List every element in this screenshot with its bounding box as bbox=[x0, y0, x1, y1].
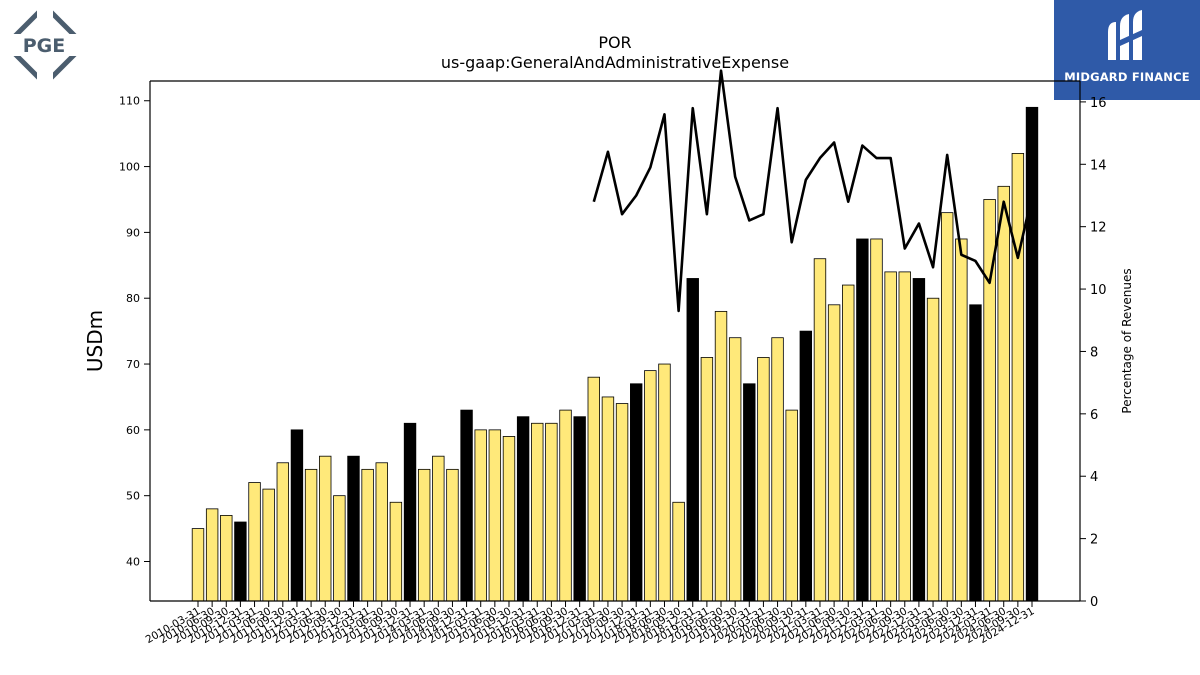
y2-tick-label: 2 bbox=[1090, 533, 1098, 548]
bar bbox=[898, 271, 911, 602]
bar bbox=[460, 409, 473, 602]
bar bbox=[658, 363, 671, 602]
bar bbox=[714, 310, 728, 602]
bar bbox=[446, 468, 459, 602]
bar bbox=[813, 258, 827, 602]
bar bbox=[545, 422, 558, 602]
bar bbox=[842, 284, 855, 602]
midgard-m-icon bbox=[1108, 10, 1142, 60]
y2-tick-label: 4 bbox=[1090, 470, 1098, 485]
bar bbox=[757, 357, 770, 602]
bars bbox=[191, 106, 1039, 602]
y-tick-label: 40 bbox=[126, 556, 140, 569]
bar bbox=[799, 330, 813, 602]
midgard-finance-logo: MIDGARD FINANCE bbox=[1054, 0, 1200, 100]
bar bbox=[856, 238, 869, 602]
bar bbox=[630, 383, 643, 602]
chart-texts: PORus-gaap:GeneralAndAdministrativeExpen… bbox=[83, 33, 1134, 414]
bar bbox=[375, 462, 388, 602]
y2-tick-label: 14 bbox=[1090, 158, 1107, 173]
pge-logo-diamond bbox=[4, 4, 86, 86]
y2-tick-label: 12 bbox=[1090, 221, 1107, 236]
y2-axis-label: Percentage of Revenues bbox=[1120, 268, 1134, 413]
bar bbox=[969, 304, 982, 602]
y2-tick-label: 8 bbox=[1090, 345, 1098, 360]
y-tick-label: 110 bbox=[119, 95, 140, 108]
y-tick-label: 70 bbox=[126, 358, 140, 371]
bar bbox=[474, 429, 487, 602]
bar bbox=[686, 278, 699, 602]
y2-tick-label: 0 bbox=[1090, 595, 1098, 610]
bar bbox=[403, 422, 417, 602]
bar bbox=[785, 409, 798, 602]
y-tick-label: 100 bbox=[119, 161, 140, 174]
series-line bbox=[592, 69, 1034, 313]
bar bbox=[333, 495, 346, 602]
bar bbox=[940, 212, 954, 602]
bar bbox=[743, 383, 756, 602]
bar bbox=[262, 488, 275, 602]
bar bbox=[573, 416, 586, 602]
bar bbox=[361, 468, 374, 602]
bar bbox=[290, 429, 304, 602]
bar bbox=[884, 271, 897, 602]
bar bbox=[672, 501, 685, 602]
y2-tick-label: 16 bbox=[1090, 96, 1107, 111]
bar bbox=[502, 436, 516, 602]
chart-title: POR bbox=[598, 33, 631, 52]
bar bbox=[559, 409, 572, 602]
y-tick-label: 50 bbox=[126, 490, 140, 503]
y-tick-label: 60 bbox=[126, 424, 140, 437]
bar bbox=[926, 297, 940, 602]
bar bbox=[1011, 153, 1025, 602]
bar bbox=[997, 185, 1010, 602]
y-tick-label: 80 bbox=[126, 292, 140, 305]
bar bbox=[516, 416, 530, 602]
bar bbox=[601, 396, 615, 602]
axes: 40506070809010011002468101214162010-03-3… bbox=[119, 80, 1107, 646]
chart-subtitle: us-gaap:GeneralAndAdministrativeExpense bbox=[441, 53, 789, 72]
bar bbox=[191, 528, 205, 602]
pge-logo: PGE bbox=[4, 4, 86, 86]
bar bbox=[248, 482, 261, 602]
bar bbox=[389, 501, 403, 602]
bar bbox=[347, 455, 360, 602]
bar bbox=[1025, 106, 1039, 602]
bar bbox=[220, 515, 233, 602]
midgard-finance-text: MIDGARD FINANCE bbox=[1064, 70, 1190, 84]
bar bbox=[587, 376, 600, 602]
y2-tick-label: 6 bbox=[1090, 408, 1098, 423]
revenue-percentage-line bbox=[592, 69, 1034, 313]
bar bbox=[304, 468, 318, 602]
bar bbox=[432, 455, 445, 602]
bar bbox=[234, 521, 247, 602]
pge-logo-text: PGE bbox=[23, 35, 66, 57]
bar bbox=[771, 337, 784, 602]
bar bbox=[912, 278, 926, 602]
bar bbox=[827, 304, 841, 602]
bar bbox=[615, 403, 629, 602]
bar bbox=[870, 238, 883, 602]
bar bbox=[728, 337, 742, 602]
bar bbox=[700, 357, 714, 602]
bar bbox=[205, 508, 219, 602]
bar bbox=[417, 468, 431, 602]
y-tick-label: 90 bbox=[126, 226, 140, 239]
bar bbox=[319, 455, 332, 602]
bar bbox=[276, 462, 290, 602]
bar bbox=[531, 422, 544, 602]
bar bbox=[644, 370, 657, 602]
bar bbox=[955, 238, 968, 602]
y-axis-label: USDm bbox=[83, 310, 107, 372]
y2-tick-label: 10 bbox=[1090, 283, 1107, 298]
bar bbox=[488, 429, 502, 602]
